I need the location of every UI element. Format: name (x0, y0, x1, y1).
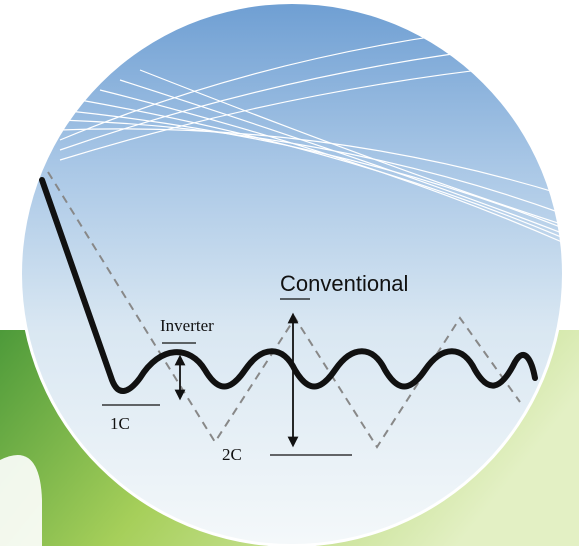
circle (22, 4, 562, 544)
letter-fragment (0, 455, 42, 546)
conventional-curve (47, 171, 521, 449)
inverter-curve (39, 177, 538, 394)
guide-lines (102, 298, 352, 456)
conventional-label: Conventional (280, 271, 408, 296)
two-c-label: 2C (222, 445, 242, 464)
sky-lines (59, 19, 563, 251)
inverter-label: Inverter (160, 316, 214, 335)
one-c-label: 1C (110, 414, 130, 433)
